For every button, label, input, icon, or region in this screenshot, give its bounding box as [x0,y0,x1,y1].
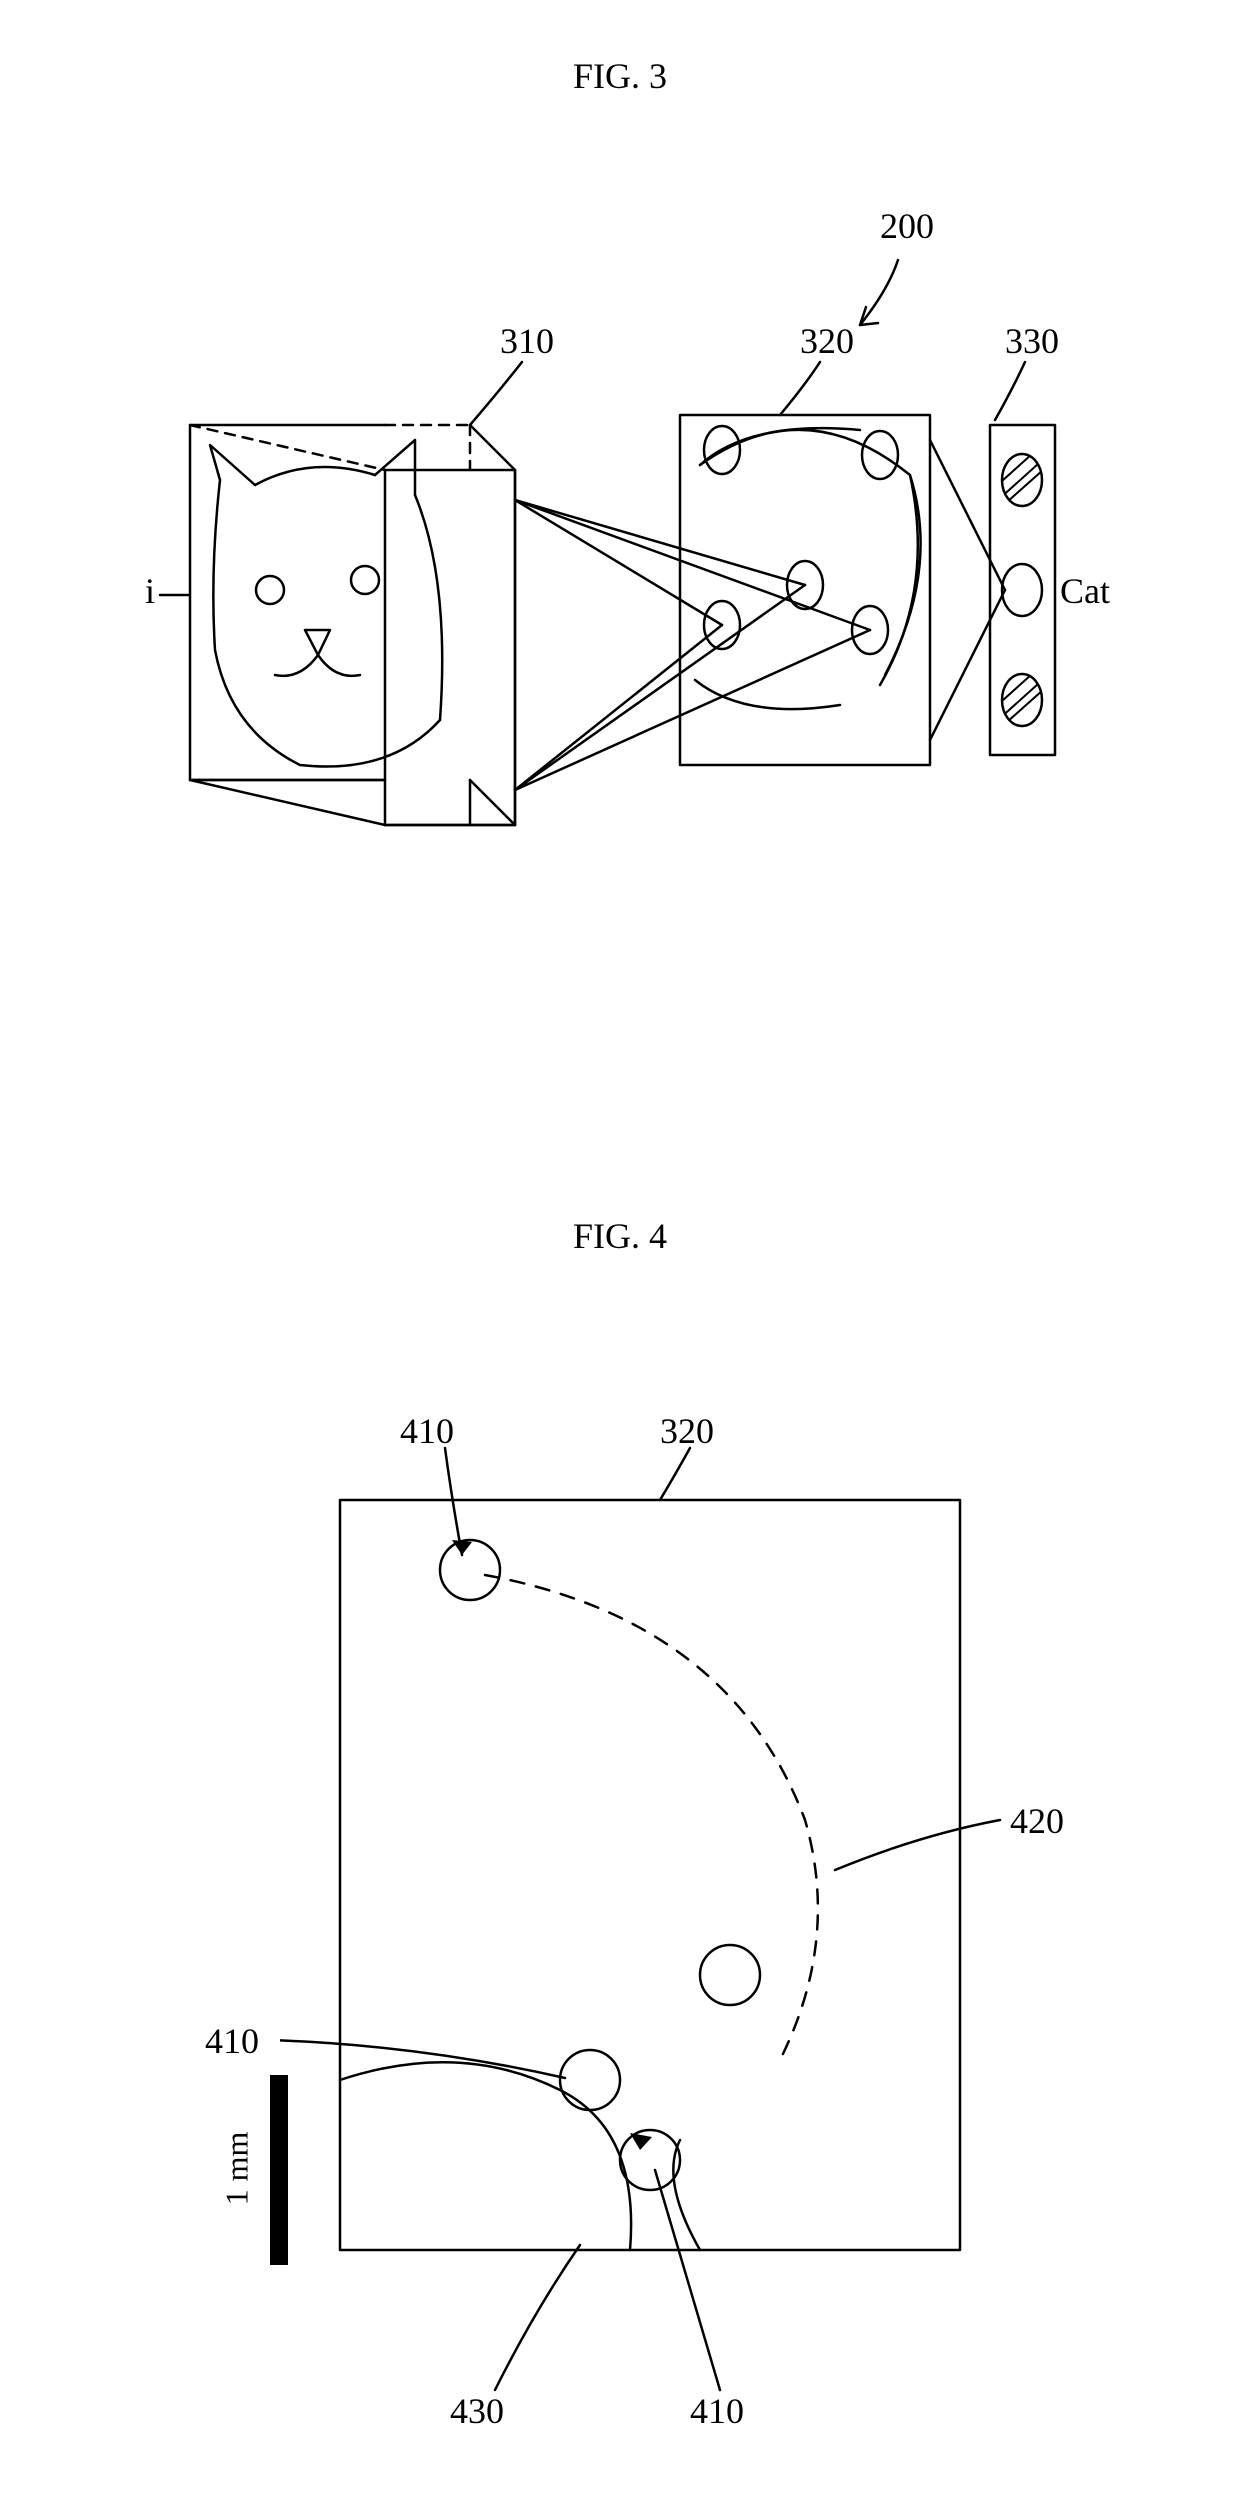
fig4-scale-text: 1 mm [218,2132,255,2206]
fig4-diagram [280,1440,1020,2450]
fig3-diagram [140,230,1100,890]
fig3-title: FIG. 3 [573,55,667,97]
fig4-label-410b: 410 [205,2020,259,2062]
fig4-title: FIG. 4 [573,1215,667,1257]
